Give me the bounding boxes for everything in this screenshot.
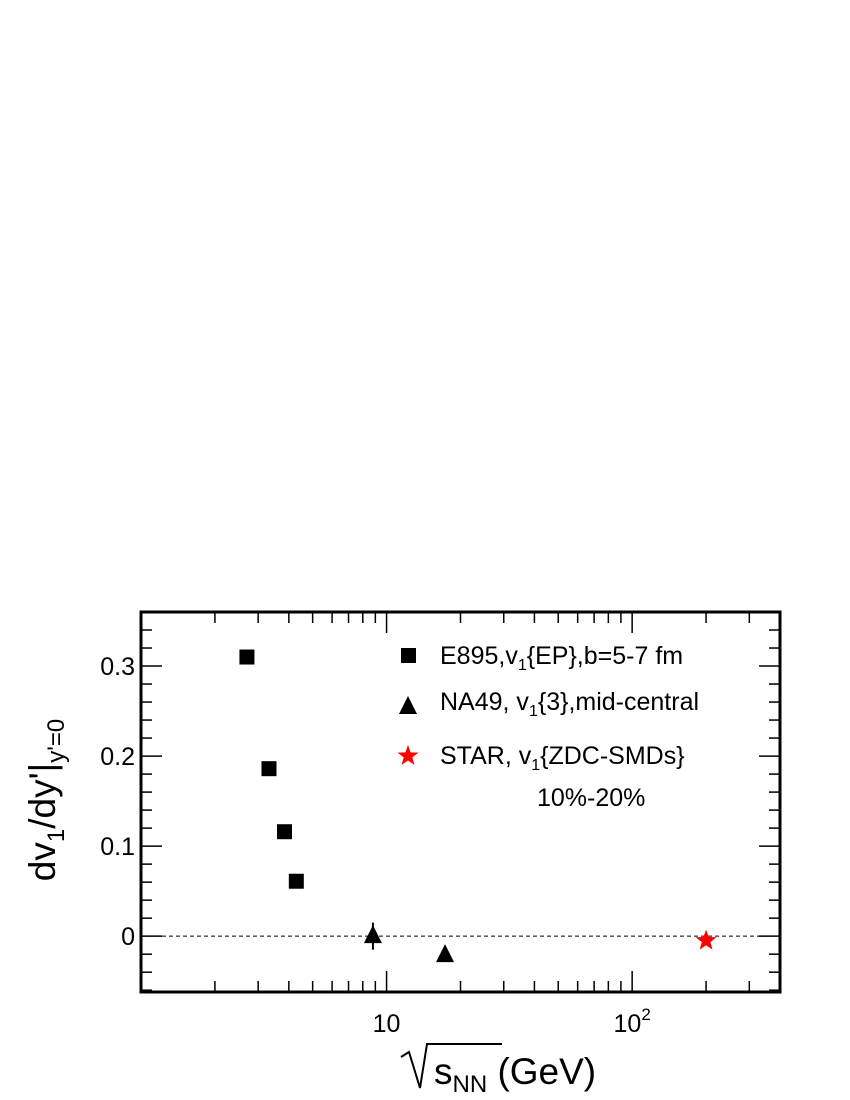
- sqrt-symbol: [400, 1043, 502, 1089]
- x-tick-labels: 10 102: [373, 1005, 651, 1038]
- point-square: [261, 761, 277, 777]
- point-square: [276, 824, 292, 840]
- legend-label-e895: E895,v1{EP},b=5-7 fm: [440, 642, 683, 674]
- y-axis-title: dv1/dy'|y'=0: [22, 719, 70, 881]
- legend-marker-square: [401, 648, 416, 663]
- x-tick-label: 10: [373, 1010, 401, 1038]
- legend-marker-triangle: [399, 696, 417, 714]
- legend-label-star: STAR, v1{ZDC-SMDs}: [440, 742, 685, 774]
- point-star: [695, 929, 717, 950]
- y-tick-label: 0.3: [100, 653, 135, 681]
- data-points: [239, 649, 717, 963]
- legend-entry-star: STAR, v1{ZDC-SMDs} 10%-20%: [397, 742, 685, 812]
- legend-label-na49: NA49, v1{3},mid-central: [440, 688, 699, 720]
- svg-text:sNN (GeV): sNN (GeV): [434, 1051, 596, 1098]
- point-square: [239, 649, 255, 665]
- legend-marker-star: [397, 745, 419, 765]
- point-square: [288, 873, 304, 889]
- legend-entry-na49: NA49, v1{3},mid-central: [399, 688, 699, 720]
- legend-label-star-centrality: 10%-20%: [537, 784, 645, 812]
- x-axis-title: sNN (GeV): [400, 1043, 596, 1098]
- svg-text:dv1/dy'|y'=0: dv1/dy'|y'=0: [22, 719, 70, 881]
- y-tick-label: 0.1: [100, 833, 135, 861]
- y-tick-label: 0: [121, 923, 135, 951]
- y-tick-label: 0.2: [100, 743, 135, 771]
- x-tick-label: 102: [614, 1005, 651, 1038]
- legend-entry-e895: E895,v1{EP},b=5-7 fm: [401, 642, 683, 674]
- legend: E895,v1{EP},b=5-7 fm NA49, v1{3},mid-cen…: [397, 642, 699, 812]
- point-triangle: [436, 944, 455, 963]
- y-tick-labels: 0 0.1 0.2 0.3: [100, 653, 135, 951]
- point-triangle: [363, 925, 382, 944]
- major-ticks: [141, 612, 780, 992]
- plot-frame: [139, 610, 782, 994]
